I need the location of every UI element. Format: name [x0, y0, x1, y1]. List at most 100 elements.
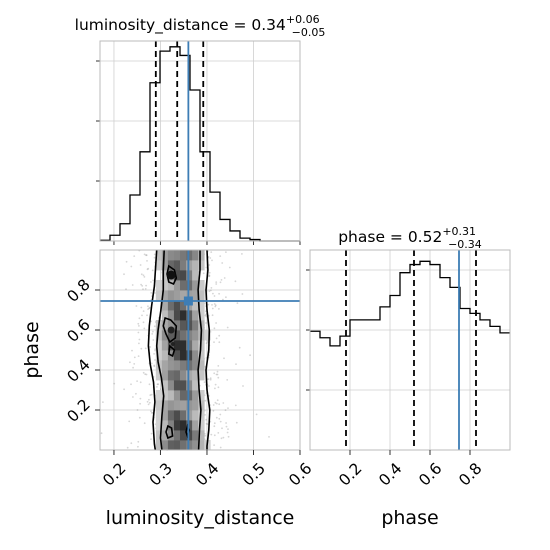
density-cell	[186, 320, 193, 331]
scatter-point	[211, 314, 214, 317]
density-cell	[161, 250, 169, 261]
scatter-point	[153, 325, 156, 328]
density-cell	[192, 430, 199, 441]
scatter-point	[210, 433, 213, 436]
scatter-point	[218, 341, 221, 344]
density-peak	[166, 270, 176, 280]
density-cell	[180, 370, 187, 381]
density-cell	[192, 370, 199, 381]
density-cell	[186, 420, 193, 431]
scatter-point	[135, 392, 137, 395]
scatter-point	[208, 275, 211, 277]
scatter-point	[208, 290, 211, 293]
scatter-point	[131, 349, 133, 352]
density-cell	[173, 360, 181, 371]
scatter-point	[210, 287, 213, 289]
scatter-point	[137, 331, 140, 334]
density-cell	[173, 430, 181, 441]
density-cell	[167, 360, 175, 371]
density2d-ytick-label-2: 0.6	[64, 316, 94, 346]
scatter-point	[150, 281, 152, 283]
density-cell	[161, 260, 169, 271]
scatter-point	[143, 422, 146, 425]
scatter-point	[218, 417, 221, 420]
density-cell	[192, 410, 199, 421]
hist-phase-xtick-label-1: 0.4	[375, 459, 405, 489]
density2d-panel: 0.2 0.3 0.4 0.5 0.6 0.2 0.4 0.6 0.8 luminosity_d…	[21, 249, 316, 529]
scatter-point	[133, 363, 136, 365]
scatter-point	[154, 292, 156, 294]
hist-luminosity_distance-frame	[99, 40, 301, 242]
scatter-point	[218, 334, 221, 337]
scatter-point	[223, 357, 225, 360]
scatter-point	[154, 349, 157, 352]
density-cell	[186, 440, 193, 451]
x-axis-label-luminosity_distance: luminosity_distance	[106, 507, 295, 529]
scatter-point	[213, 425, 216, 428]
scatter-point	[142, 321, 145, 324]
scatter-point	[142, 288, 144, 290]
density-cell	[186, 310, 193, 321]
scatter-point	[221, 262, 224, 264]
scatter-point	[211, 307, 214, 310]
scatter-point	[148, 401, 151, 404]
scatter-point	[268, 436, 270, 438]
density-cell	[198, 310, 205, 321]
density-cell	[192, 260, 199, 271]
density-cell	[173, 310, 181, 321]
scatter-point	[227, 407, 229, 409]
density-cell	[186, 250, 193, 261]
scatter-point	[148, 383, 151, 386]
scatter-point	[219, 446, 222, 449]
density-cell	[198, 300, 205, 311]
contour-mid-left	[155, 249, 165, 451]
scatter-point	[113, 382, 116, 385]
scatter-point	[226, 379, 229, 381]
density-cell	[167, 420, 175, 431]
scatter-point	[215, 283, 218, 285]
scatter-point	[129, 361, 131, 364]
density-cell	[173, 410, 181, 421]
density-cell	[198, 440, 205, 451]
scatter-point	[151, 412, 154, 414]
scatter-point	[221, 427, 223, 430]
hist-phase-title: phase = 0.52+0.31 −0.34	[338, 225, 482, 251]
scatter-point	[249, 354, 252, 357]
scatter-point	[205, 418, 208, 421]
hist-phase-background	[310, 250, 510, 450]
scatter-point	[224, 409, 227, 412]
scatter-point	[242, 385, 244, 387]
scatter-point	[205, 322, 207, 324]
scatter-point	[218, 403, 221, 406]
scatter-point	[213, 303, 216, 305]
scatter-point	[141, 285, 144, 287]
scatter-point	[132, 396, 134, 398]
scatter-point	[219, 255, 222, 257]
scatter-point	[140, 283, 143, 286]
scatter-point	[228, 266, 231, 269]
scatter-point	[149, 346, 152, 348]
scatter-point	[102, 401, 104, 403]
density-cell	[192, 380, 199, 391]
density-cell	[161, 380, 169, 391]
scatter-point	[153, 253, 156, 256]
density-cell	[173, 440, 181, 451]
density-cell	[180, 330, 187, 341]
scatter-point	[152, 339, 155, 341]
scatter-point	[203, 381, 206, 383]
density-cell	[186, 370, 193, 381]
density-cell	[173, 300, 181, 311]
scatter-point	[207, 303, 210, 306]
scatter-point	[213, 341, 215, 343]
density-cell	[167, 330, 175, 341]
hist-phase-xtick-label-3: 0.8	[455, 459, 485, 489]
density-cell	[173, 380, 181, 391]
density-cell	[167, 380, 175, 391]
scatter-point	[138, 325, 140, 327]
density-cell	[186, 290, 193, 301]
scatter-point	[153, 365, 156, 368]
density-cell	[186, 350, 193, 361]
density-cell	[167, 280, 175, 291]
density-cell	[167, 370, 175, 381]
scatter-point	[130, 442, 133, 445]
